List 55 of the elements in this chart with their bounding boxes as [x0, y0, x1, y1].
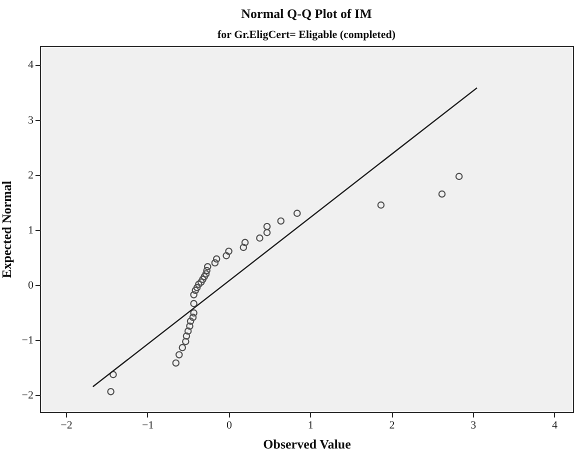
point: [256, 234, 264, 242]
point: [377, 201, 385, 209]
point: [212, 255, 220, 263]
y-tick-label: 2: [28, 169, 34, 182]
point: [193, 284, 201, 292]
point: [190, 291, 198, 298]
y-tick-label: −2: [22, 389, 34, 402]
point: [277, 217, 285, 225]
point: [175, 351, 183, 358]
y-tick-label: 4: [28, 59, 34, 72]
y-tick-label: 3: [28, 114, 34, 126]
point: [189, 314, 197, 322]
point: [182, 332, 190, 340]
point: [194, 280, 202, 288]
y-tick-label: 0: [28, 279, 34, 292]
y-axis-title: Expected Normal: [0, 180, 14, 278]
point: [186, 318, 194, 325]
point: [455, 172, 463, 180]
point: [211, 259, 219, 267]
x-tick-label: −2: [60, 420, 72, 432]
point: [240, 244, 248, 252]
x-tick-label: 1: [308, 420, 314, 432]
x-tick-label: 4: [552, 420, 558, 432]
point: [197, 278, 205, 286]
point: [110, 370, 117, 378]
x-tick-label: 0: [226, 420, 233, 432]
point: [222, 252, 230, 260]
point: [186, 322, 194, 330]
y-tick-label: 1: [28, 224, 34, 236]
point: [190, 309, 198, 317]
point: [263, 228, 271, 236]
chart-subtitle: for Gr.EligCert= Eligable (completed): [218, 29, 396, 41]
x-tick-label: 3: [470, 420, 477, 432]
point: [199, 276, 206, 284]
point: [182, 338, 190, 346]
point: [263, 222, 271, 230]
point: [241, 238, 249, 246]
point: [190, 300, 198, 308]
point: [204, 263, 212, 270]
x-tick-label: −1: [142, 420, 154, 432]
point: [192, 286, 200, 294]
point: [200, 272, 208, 280]
x-tick-label: 2: [389, 420, 395, 432]
point: [293, 210, 301, 217]
point: [438, 190, 446, 198]
chart-title: Normal Q-Q Plot of IM: [241, 6, 372, 21]
point: [202, 270, 210, 278]
point: [184, 327, 192, 335]
point: [225, 248, 232, 255]
point: [172, 359, 180, 367]
y-tick-label: −1: [22, 334, 34, 346]
x-axis-title: Observed Value: [263, 436, 352, 452]
point: [107, 388, 114, 396]
point: [178, 344, 186, 352]
point: [203, 266, 210, 274]
